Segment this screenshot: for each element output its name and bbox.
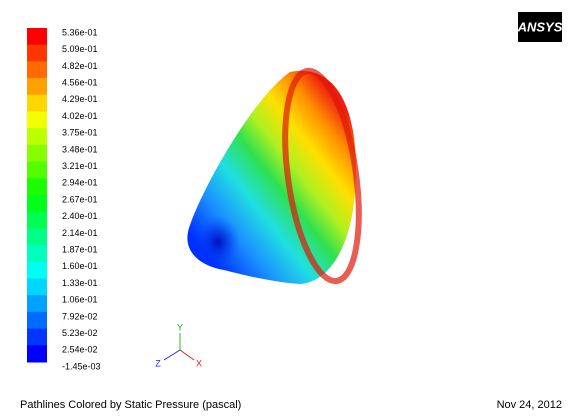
legend-label: 4.82e-01	[62, 61, 98, 71]
triad-z-label: Z	[155, 358, 161, 368]
legend-label: 4.02e-01	[62, 111, 98, 121]
legend-swatch	[27, 112, 47, 129]
legend-label: 4.29e-01	[62, 94, 98, 104]
legend-swatch	[27, 95, 47, 112]
logo: ANSYS	[517, 12, 563, 42]
legend-swatch	[27, 195, 47, 212]
legend-swatch	[27, 28, 47, 45]
legend-swatch	[27, 45, 47, 62]
color-legend: 5.36e-01 5.09e-01 4.82e-01 4.56e-01 4.29e-01…	[27, 27, 101, 371]
legend-swatch	[27, 61, 47, 78]
legend-label: 1.60e-01	[62, 261, 98, 271]
legend-swatch	[27, 279, 47, 296]
legend-swatch	[27, 162, 47, 179]
legend-label: 7.92e-02	[62, 311, 98, 321]
legend-swatch	[27, 145, 47, 162]
legend-swatch	[27, 312, 47, 329]
date: Nov 24, 2012	[497, 399, 562, 411]
geometry	[187, 66, 370, 285]
legend-label: 5.36e-01	[62, 27, 98, 37]
legend-label: 1.33e-01	[62, 278, 98, 288]
legend-label: 2.40e-01	[62, 211, 98, 221]
legend-label: 5.23e-02	[62, 328, 98, 338]
viewer: 5.36e-01 5.09e-01 4.82e-01 4.56e-01 4.29e-01…	[0, 0, 569, 416]
legend-swatch	[27, 128, 47, 145]
triad-x	[180, 350, 194, 360]
legend-label: 2.54e-02	[62, 345, 98, 355]
legend-label: 4.56e-01	[62, 77, 98, 87]
legend-swatch	[27, 345, 47, 362]
legend-swatch	[27, 228, 47, 245]
legend-label: 1.06e-01	[62, 295, 98, 305]
cone-inlet	[196, 216, 240, 268]
legend-label: 3.21e-01	[62, 161, 98, 171]
legend-swatch	[27, 178, 47, 195]
triad-z	[164, 350, 180, 360]
legend-swatch	[27, 262, 47, 279]
legend-swatch	[27, 78, 47, 95]
logo-text: ANSYS	[517, 19, 563, 34]
legend-label: 2.67e-01	[62, 194, 98, 204]
triad-y-label: Y	[177, 322, 183, 332]
caption: Pathlines Colored by Static Pressure (pa…	[20, 399, 241, 411]
legend-label: 5.09e-01	[62, 44, 98, 54]
legend-swatch	[27, 245, 47, 262]
triad-x-label: X	[196, 358, 202, 368]
legend-label: 2.94e-01	[62, 178, 98, 188]
legend-label: -1.45e-03	[62, 361, 101, 371]
legend-swatch	[27, 212, 47, 229]
axis-triad: Y Z X	[155, 322, 202, 368]
legend-swatch	[27, 295, 47, 312]
legend-swatch	[27, 329, 47, 346]
legend-label: 2.14e-01	[62, 228, 98, 238]
legend-label: 1.87e-01	[62, 244, 98, 254]
legend-label: 3.75e-01	[62, 128, 98, 138]
legend-label: 3.48e-01	[62, 144, 98, 154]
